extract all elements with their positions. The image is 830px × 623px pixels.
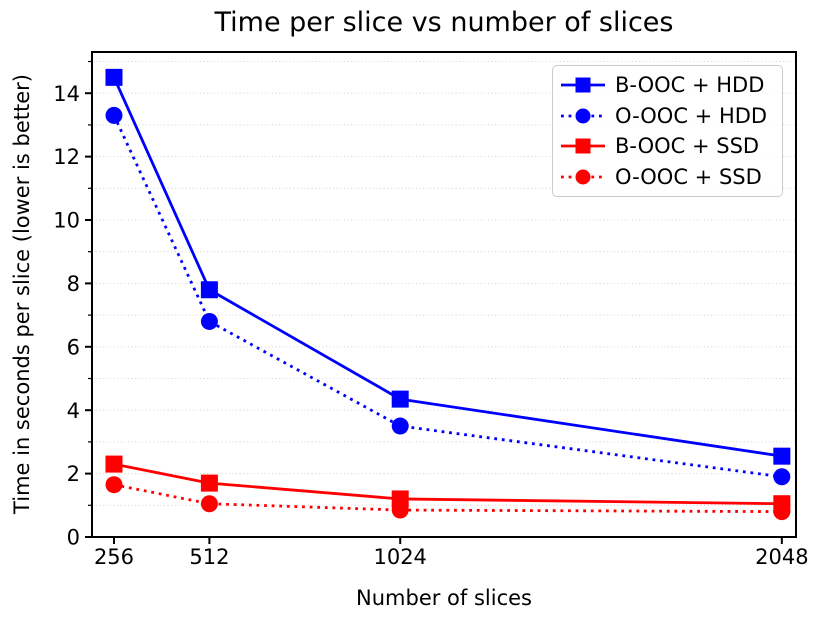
marker-o-ooc-hdd <box>105 106 123 124</box>
y-tick-label: 4 <box>67 399 80 423</box>
legend-sample-icon-b-ooc-hdd <box>561 77 605 93</box>
marker-b-ooc-hdd <box>391 390 409 408</box>
legend-sample-icon-o-ooc-hdd <box>561 108 605 124</box>
legend-label: O-OOC + HDD <box>615 103 768 128</box>
marker-b-ooc-ssd <box>773 495 791 513</box>
series-line-o-ooc-ssd <box>113 483 782 514</box>
series-line-o-ooc-hdd <box>112 114 783 479</box>
marker-o-ooc-ssd <box>200 495 218 513</box>
marker-b-ooc-ssd <box>200 474 218 492</box>
legend-sample-icon-o-ooc-ssd <box>561 169 605 185</box>
y-tick-label: 6 <box>67 335 80 359</box>
x-axis-label: Number of slices <box>356 586 532 610</box>
series-line-b-ooc-hdd <box>112 76 783 458</box>
y-tick-label: 12 <box>53 145 80 169</box>
marker-o-ooc-hdd <box>773 468 791 486</box>
legend-item-b-ooc-ssd: B-OOC + SSD <box>560 131 775 161</box>
legend-sample-marker <box>575 138 591 154</box>
legend-sample-icon-b-ooc-ssd <box>561 138 605 154</box>
marker-b-ooc-ssd <box>105 455 123 473</box>
y-tick-label: 2 <box>67 462 80 486</box>
marker-o-ooc-hdd <box>391 417 409 435</box>
y-tick-label: 0 <box>67 526 80 550</box>
y-tick-label: 14 <box>53 82 80 106</box>
y-tick-label: 10 <box>53 209 80 233</box>
x-tick-label: 512 <box>189 545 229 569</box>
legend: B-OOC + HDD O-OOC + HDD B-OOC + SSD O-OO… <box>552 65 783 197</box>
series-line-b-ooc-ssd <box>113 462 782 506</box>
axis-frame <box>91 51 797 538</box>
marker-o-ooc-ssd <box>105 476 123 494</box>
y-tick-label: 8 <box>67 272 80 296</box>
legend-sample-marker <box>575 108 591 124</box>
marker-b-ooc-hdd <box>200 281 218 299</box>
legend-item-o-ooc-ssd: O-OOC + SSD <box>560 162 775 192</box>
x-tick-label: 1024 <box>373 545 426 569</box>
marker-b-ooc-hdd <box>773 447 791 465</box>
legend-label: B-OOC + SSD <box>615 134 760 159</box>
chart-title: Time per slice vs number of slices <box>214 7 674 38</box>
legend-label: B-OOC + HDD <box>615 73 765 98</box>
marker-o-ooc-hdd <box>200 312 218 330</box>
marker-b-ooc-hdd <box>105 68 123 86</box>
legend-item-o-ooc-hdd: O-OOC + HDD <box>560 101 775 131</box>
legend-item-b-ooc-hdd: B-OOC + HDD <box>560 70 775 100</box>
legend-label: O-OOC + SSD <box>615 164 762 189</box>
x-tick-label: 2048 <box>755 545 808 569</box>
legend-sample-marker <box>575 77 591 93</box>
marker-b-ooc-ssd <box>391 490 409 508</box>
legend-sample-marker <box>575 169 591 185</box>
x-tick-label: 256 <box>94 545 134 569</box>
